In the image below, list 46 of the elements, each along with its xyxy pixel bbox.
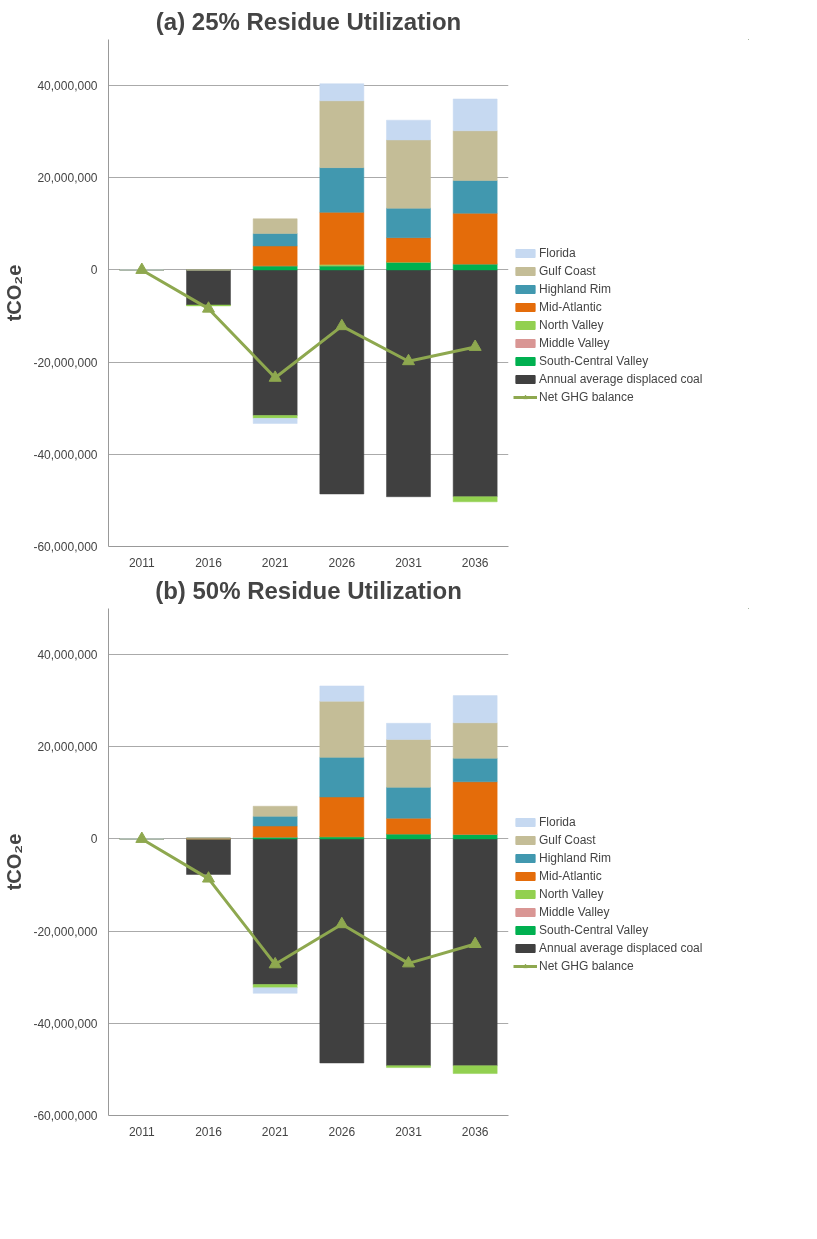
legend-label: Net GHG balance — [539, 390, 634, 405]
legend-label: Mid-Atlantic — [539, 300, 602, 315]
legend-label: Middle Valley — [539, 336, 610, 351]
x-tick-label: 2011 — [128, 1124, 156, 1139]
y-tick-label: 40,000,000 — [37, 79, 98, 94]
legend-label: Gulf Coast — [539, 264, 596, 279]
legend-label: Highland Rim — [539, 851, 612, 866]
legend-label: Highland Rim — [539, 282, 612, 297]
y-tick-label: 0 — [90, 263, 98, 278]
y-tick-label: -40,000,000 — [33, 1016, 98, 1031]
y-tick-label: 40,000,000 — [37, 648, 98, 663]
y-tick-label: -60,000,000 — [33, 1109, 98, 1123]
x-tick-label: 2026 — [328, 555, 356, 570]
legend-label: North Valley — [539, 887, 604, 902]
y-tick-label: -20,000,000 — [33, 355, 98, 370]
y-tick-label: 0 — [90, 832, 98, 847]
chart-title: (b) 50% Residue Utilization — [155, 576, 462, 604]
x-tick-label: 2026 — [328, 1124, 356, 1139]
legend-label: Florida — [539, 815, 576, 830]
legend-label: Mid-Atlantic — [539, 869, 602, 884]
legend-label: Florida — [539, 246, 576, 261]
x-tick-label: 2021 — [261, 1124, 289, 1139]
y-axis-title: tCO₂e — [3, 833, 26, 891]
legend-label: Annual average displaced coal — [539, 372, 703, 387]
legend-label: Middle Valley — [539, 905, 610, 920]
x-tick-label: 2021 — [261, 555, 289, 570]
chart-title: (a) 25% Residue Utilization — [155, 7, 462, 35]
x-tick-label: 2031 — [395, 1124, 423, 1139]
y-tick-label: -40,000,000 — [33, 447, 98, 462]
x-tick-label: 2031 — [395, 555, 423, 570]
legend-label: Gulf Coast — [539, 833, 596, 848]
x-tick-label: 2016 — [195, 1124, 223, 1139]
x-tick-label: 2036 — [461, 555, 489, 570]
legend-label: South-Central Valley — [539, 354, 649, 369]
y-tick-label: 20,000,000 — [37, 740, 98, 755]
legend-label: Annual average displaced coal — [539, 941, 703, 956]
y-tick-label: 20,000,000 — [37, 171, 98, 186]
legend-label: South-Central Valley — [539, 923, 649, 938]
legend-label: Net GHG balance — [539, 959, 634, 974]
y-tick-label: -20,000,000 — [33, 924, 98, 939]
x-tick-label: 2036 — [461, 1124, 489, 1139]
legend-label: North Valley — [539, 318, 604, 333]
x-tick-label: 2016 — [195, 555, 223, 570]
y-tick-label: -60,000,000 — [33, 540, 98, 554]
y-axis-title: tCO₂e — [3, 264, 26, 322]
x-tick-label: 2011 — [128, 555, 156, 570]
